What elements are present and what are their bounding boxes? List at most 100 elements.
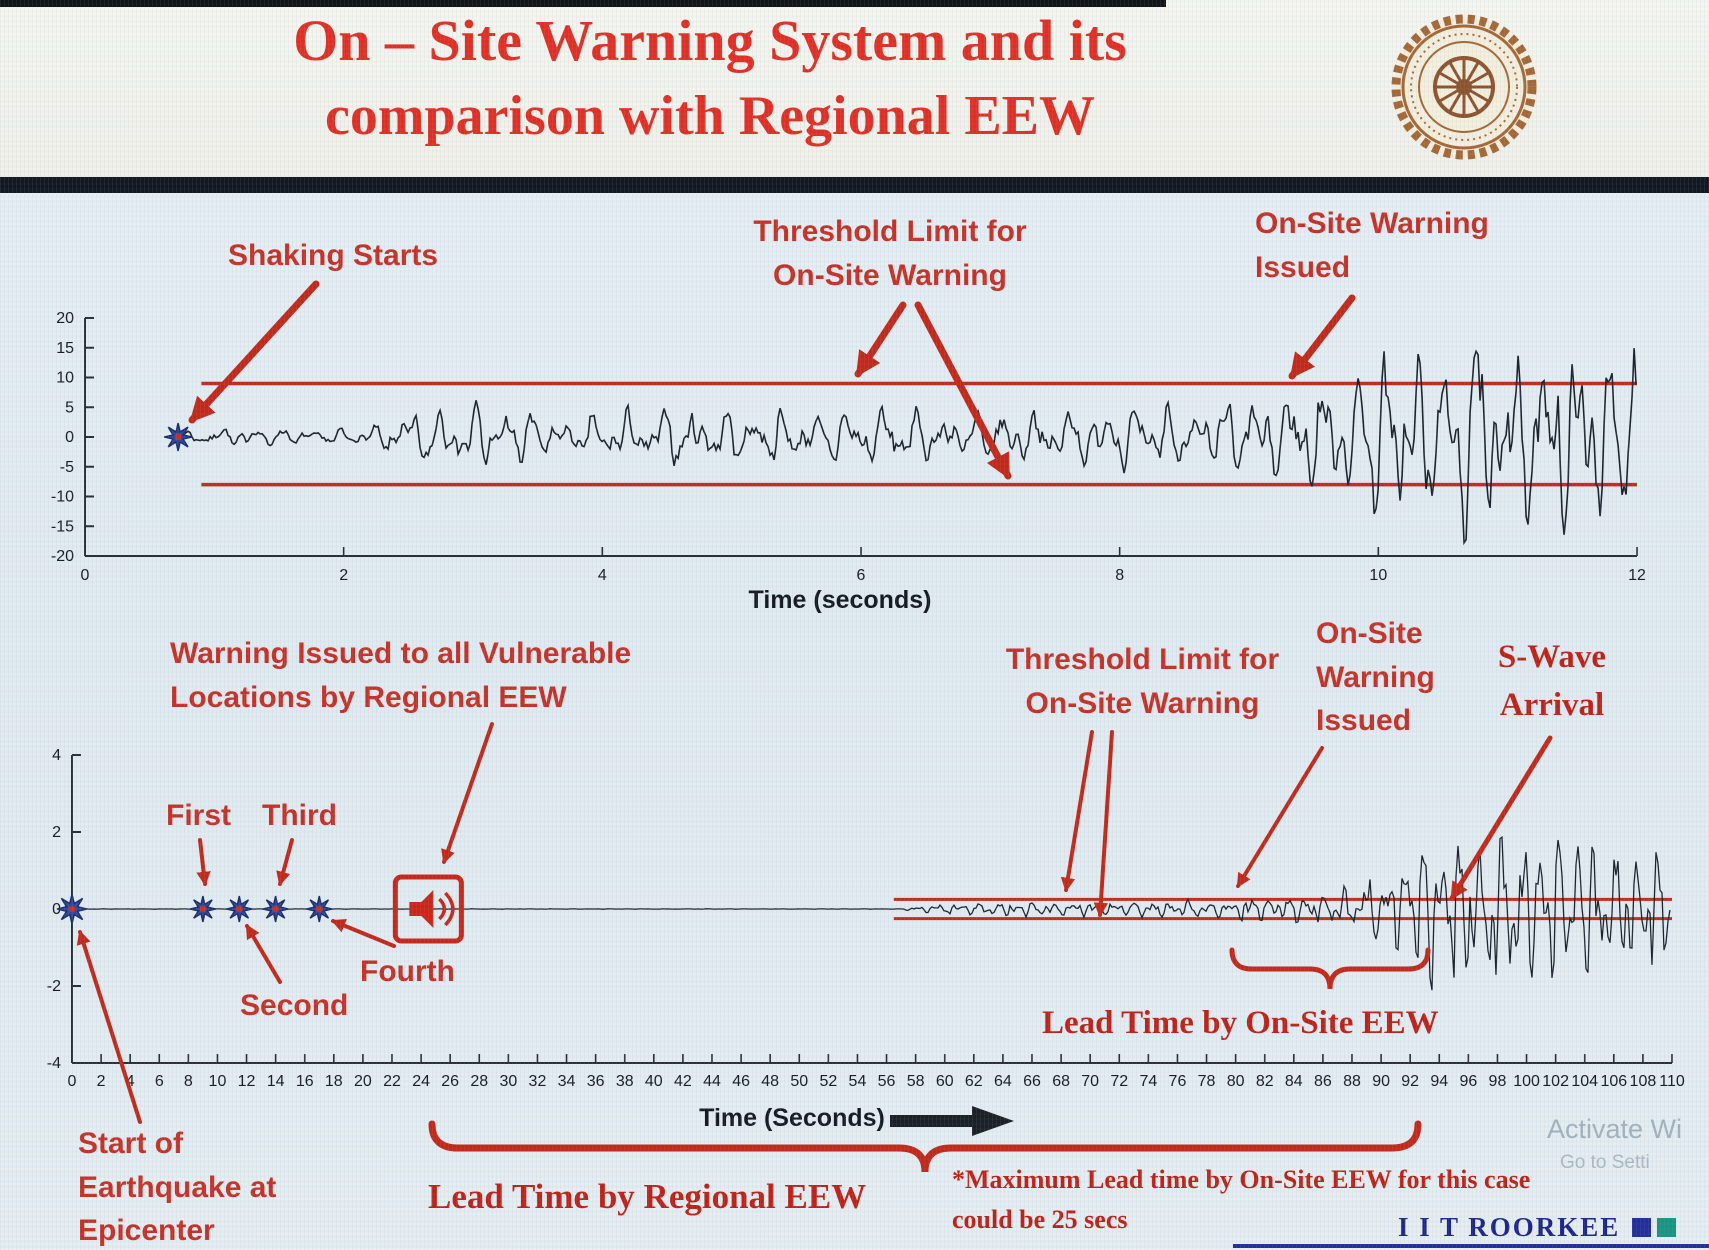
iit-roorkee-wordmark: I I T ROORKEE	[1398, 1212, 1621, 1242]
logo-hub	[1456, 79, 1472, 95]
arrow-threshold-bottom-upper	[1060, 730, 1094, 893]
label-onsite-issued-bottom: On-Site Warning Issued	[1316, 617, 1435, 737]
x-tick-label: 20	[354, 1073, 372, 1090]
x-tick-label: 6	[857, 567, 866, 584]
x-tick-label: 32	[529, 1073, 547, 1090]
arrow-first-detection	[196, 838, 211, 887]
top-seismograph-chart: 20 15 10 5 0 -5 -10 -15 -20 0 2 4 6 8 10 12	[51, 310, 1646, 584]
x-tick-label: 10	[209, 1073, 227, 1090]
seismic-trace	[177, 348, 1637, 546]
y-tick-label: -15	[51, 518, 74, 535]
x-tick-label: 6	[155, 1073, 164, 1090]
label-shaking-starts: Shaking Starts	[228, 239, 439, 272]
arrow-fourth-detection	[331, 918, 396, 948]
arrow-threshold-top-upper	[854, 301, 907, 378]
x-tick-label: 36	[587, 1073, 605, 1090]
bottom-chart-x-axis-title: Time (Seconds)	[699, 1104, 885, 1132]
x-tick-label: 56	[878, 1073, 896, 1090]
top-chart-x-axis-title: Time (seconds)	[748, 586, 932, 614]
x-tick-label: 68	[1052, 1073, 1070, 1090]
speaker-icon-wave-2	[444, 891, 455, 927]
x-tick-label: 34	[558, 1073, 576, 1090]
x-tick-label: 98	[1489, 1073, 1507, 1090]
x-tick-label: 64	[994, 1073, 1012, 1090]
x-tick-label: 76	[1169, 1073, 1187, 1090]
x-tick-label: 92	[1401, 1073, 1419, 1090]
x-tick-label: 38	[616, 1073, 634, 1090]
x-tick-label: 100	[1513, 1073, 1540, 1090]
x-tick-label: 24	[412, 1073, 430, 1090]
x-tick-label: 16	[296, 1073, 314, 1090]
x-tick-label: 4	[126, 1073, 135, 1090]
label-max-lead-time-note: *Maximum Lead time by On-Site EEW for th…	[952, 1165, 1531, 1235]
y-tick-label: -5	[60, 459, 74, 476]
logo-wheel-rim	[1433, 56, 1495, 118]
y-tick-label: 0	[65, 429, 74, 446]
y-tick-label: 20	[56, 310, 74, 327]
x-tick-label: 90	[1372, 1073, 1390, 1090]
y-tick-label: -4	[47, 1055, 61, 1072]
logo-gear-ring	[1391, 14, 1537, 160]
y-tick-label: 10	[56, 370, 74, 387]
star-center-dot	[199, 905, 207, 913]
star-center-dot	[235, 905, 243, 913]
label-first: First	[166, 799, 232, 832]
label-onsite-issued-top: On-Site Warning Issued	[1255, 207, 1489, 284]
x-tick-label: 46	[732, 1073, 750, 1090]
label-regional-warning: Warning Issued to all Vulnerable Locatio…	[170, 637, 632, 714]
x-tick-label: 0	[68, 1073, 77, 1090]
x-tick-label: 104	[1571, 1073, 1598, 1090]
x-tick-label: 74	[1139, 1073, 1157, 1090]
label-second: Second	[240, 989, 349, 1022]
x-tick-label: 0	[81, 567, 90, 584]
label-fourth: Fourth	[360, 955, 455, 988]
x-tick-label: 78	[1198, 1073, 1216, 1090]
x-tick-label: 94	[1430, 1073, 1448, 1090]
footer-rule	[1233, 1244, 1709, 1248]
x-tick-label: 44	[703, 1073, 721, 1090]
x-tick-label: 66	[1023, 1073, 1041, 1090]
annotation-graphics	[76, 280, 1553, 1173]
x-tick-label: 86	[1314, 1073, 1332, 1090]
label-threshold-limit-top: Threshold Limit for On-Site Warning	[753, 215, 1027, 292]
x-tick-label: 50	[790, 1073, 808, 1090]
x-tick-label: 22	[383, 1073, 401, 1090]
x-tick-label: 12	[1628, 567, 1646, 584]
seismic-trace	[71, 835, 1671, 991]
star-center-dot	[174, 433, 182, 441]
x-tick-label: 82	[1256, 1073, 1274, 1090]
y-tick-label: 5	[65, 399, 74, 416]
x-tick-label: 70	[1081, 1073, 1099, 1090]
x-tick-label: 18	[325, 1073, 343, 1090]
speaker-icon-wave-1	[438, 897, 447, 921]
y-tick-label: 15	[56, 340, 74, 357]
arrow-onsite-issued-bottom	[1236, 746, 1324, 888]
speaker-icon-frame	[392, 874, 464, 944]
x-tick-label: 12	[238, 1073, 256, 1090]
y-tick-label: -20	[51, 548, 74, 565]
x-tick-label: 42	[674, 1073, 692, 1090]
y-tick-label: 0	[52, 901, 61, 918]
x-tick-label: 96	[1459, 1073, 1477, 1090]
star-center-dot	[68, 905, 76, 913]
x-tick-label: 40	[645, 1073, 663, 1090]
arrow-third-detection	[276, 838, 294, 887]
x-tick-label: 106	[1600, 1073, 1627, 1090]
slide-title: On – Site Warning System and its compari…	[95, 0, 1325, 151]
activate-windows-watermark-line2: Go to Setti	[1560, 1152, 1650, 1173]
x-tick-label: 26	[441, 1073, 459, 1090]
photo-edge-strip	[0, 0, 1166, 7]
arrow-threshold-bottom-lower	[1093, 730, 1114, 918]
x-tick-label: 2	[339, 567, 348, 584]
label-lead-time-onsite: Lead Time by On-Site EEW	[1042, 1005, 1439, 1041]
x-tick-label: 30	[499, 1073, 517, 1090]
iit-roorkee-logo	[1391, 14, 1537, 160]
slide-title-line1: On – Site Warning System and its	[293, 8, 1127, 73]
label-lead-time-regional: Lead Time by Regional EEW	[428, 1177, 867, 1216]
y-tick-label: 2	[52, 824, 61, 841]
star-center-dot	[272, 905, 280, 913]
x-tick-label: 2	[97, 1073, 106, 1090]
brace-lead-time-regional	[428, 1120, 1422, 1173]
